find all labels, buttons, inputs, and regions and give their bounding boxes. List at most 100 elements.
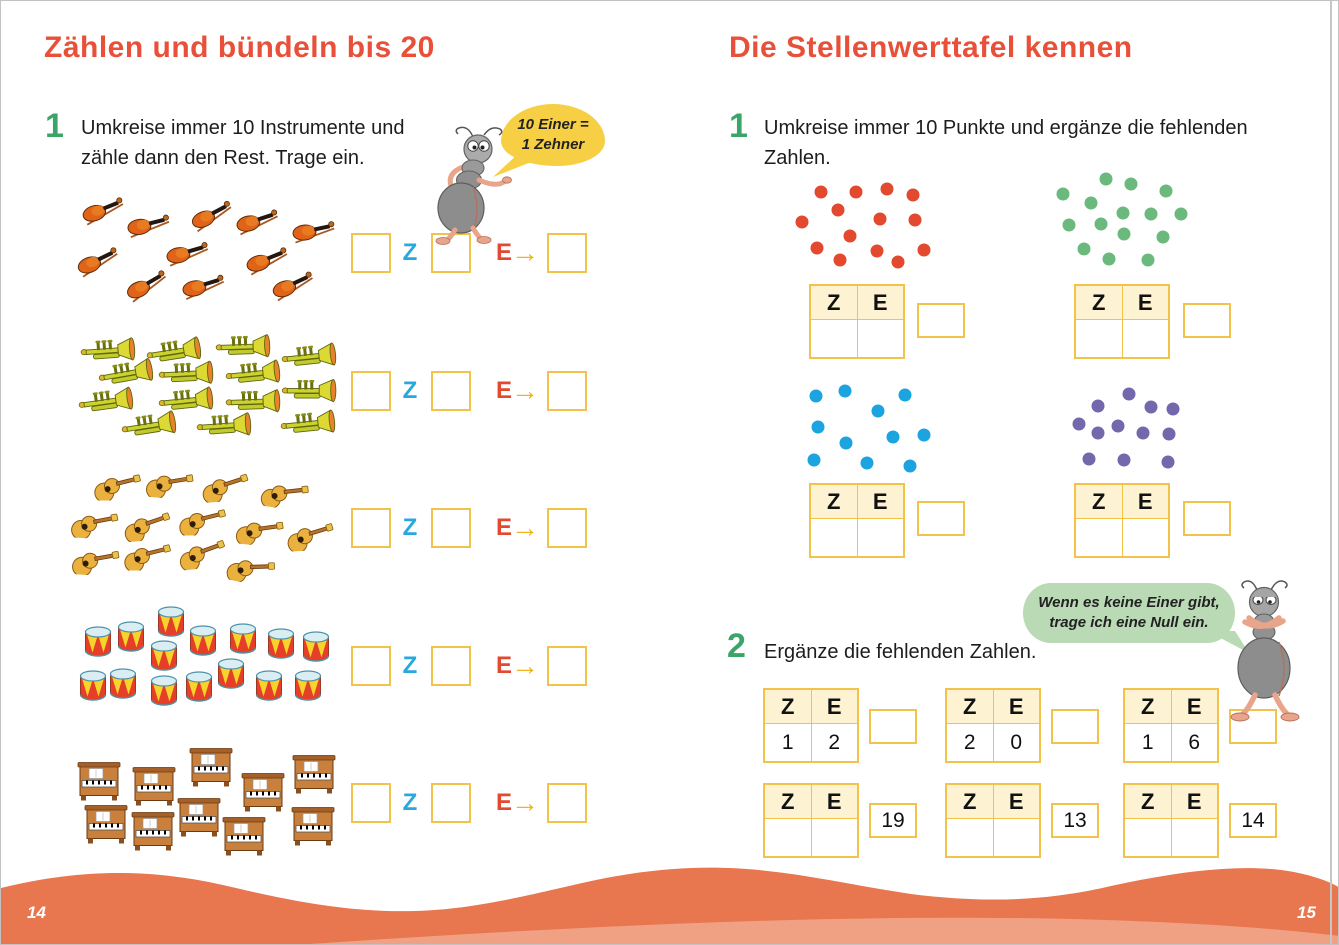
guitar-icon [67, 544, 121, 583]
trumpet-icon [79, 336, 136, 371]
guitar-icon [120, 541, 172, 576]
ones-answer-box[interactable] [431, 371, 471, 411]
red-dot [873, 212, 887, 226]
tens-cell[interactable] [1125, 819, 1171, 856]
ones-label: E [1170, 690, 1218, 723]
tens-cell[interactable]: 2 [963, 730, 976, 754]
drum-icon [149, 673, 179, 714]
total-answer-box[interactable] [917, 303, 965, 338]
red-dot [814, 185, 828, 199]
green-dot [1124, 177, 1138, 191]
green-dot [1116, 206, 1130, 220]
ones-cell[interactable]: 6 [1170, 724, 1218, 761]
guitar-icon [90, 471, 142, 506]
task1-number-left: 1 [45, 107, 64, 145]
tens-cell[interactable] [811, 519, 857, 556]
blue-dot [871, 404, 885, 418]
green-dot [1084, 196, 1098, 210]
violin-icon [269, 269, 319, 306]
total-answer-box[interactable] [917, 501, 965, 536]
piano-icon [83, 803, 129, 850]
ones-cell[interactable] [856, 320, 904, 357]
ones-cell[interactable]: 0 [992, 724, 1040, 761]
total-answer-box[interactable] [547, 233, 587, 273]
blue-dot [838, 384, 852, 398]
guitar-icon [255, 475, 311, 517]
ones-cell[interactable]: 2 [810, 724, 858, 761]
page-edge-line [1330, 1, 1332, 944]
arrow-icon: → [511, 650, 539, 681]
ones-answer-box[interactable] [431, 508, 471, 548]
tens-cell[interactable] [1076, 320, 1122, 357]
violin-icon [74, 245, 124, 283]
ones-cell[interactable] [1121, 320, 1169, 357]
red-dot [810, 241, 824, 255]
tens-cell[interactable] [1076, 519, 1122, 556]
tens-cell[interactable] [811, 320, 857, 357]
purple-dot [1117, 453, 1131, 467]
violin-cluster [76, 196, 346, 311]
trumpet-icon [214, 331, 272, 368]
total-answer-box[interactable] [547, 646, 587, 686]
purple-dot [1091, 426, 1105, 440]
total-answer-box[interactable] [869, 709, 917, 744]
tens-cell[interactable]: 1 [781, 730, 794, 754]
red-dot [870, 244, 884, 258]
piano-icon [290, 805, 336, 852]
tens-answer-box[interactable] [351, 371, 391, 411]
tens-label: Z [1092, 488, 1106, 514]
drum-icon [108, 666, 138, 707]
total-answer-box[interactable] [547, 783, 587, 823]
tens-answer-box[interactable] [351, 783, 391, 823]
green-dot [1141, 253, 1155, 267]
red-dot [849, 185, 863, 199]
dot-cluster-green [1056, 172, 1191, 268]
green-dot [1062, 218, 1076, 232]
ones-answer-box[interactable] [431, 783, 471, 823]
ones-cell[interactable] [856, 519, 904, 556]
tens-label: Z [402, 652, 418, 679]
purple-dot [1122, 387, 1136, 401]
tens-cell[interactable]: 1 [1141, 730, 1154, 754]
tens-answer-box[interactable] [351, 508, 391, 548]
total-answer-box[interactable] [1183, 303, 1231, 338]
drum-icon [228, 621, 258, 662]
trumpet-icon [97, 357, 155, 395]
red-dot [917, 243, 931, 257]
tens-label: Z [402, 377, 418, 404]
guitar-icon [119, 508, 174, 547]
trumpet-icon [280, 409, 336, 443]
page-title-right: Die Stellenwerttafel kennen [729, 31, 1133, 64]
ones-cell[interactable] [1170, 819, 1218, 856]
purple-dot [1091, 399, 1105, 413]
tens-cell[interactable] [765, 819, 811, 856]
red-dot [880, 182, 894, 196]
total-answer-box[interactable] [547, 371, 587, 411]
total-answer-box[interactable] [547, 508, 587, 548]
violin-icon [187, 198, 238, 238]
ones-label: E [1121, 485, 1169, 518]
ones-cell[interactable] [992, 819, 1040, 856]
task1-number-right: 1 [729, 107, 748, 145]
total-answer-box[interactable] [1051, 709, 1099, 744]
trumpet-cluster [76, 333, 346, 443]
ones-label: E [992, 785, 1040, 818]
green-dot [1099, 172, 1113, 186]
tens-cell[interactable] [947, 819, 993, 856]
ones-cell[interactable] [1121, 519, 1169, 556]
trumpet-icon [145, 336, 203, 372]
ones-cell[interactable] [810, 819, 858, 856]
ones-answer-box[interactable] [431, 646, 471, 686]
tens-answer-box[interactable] [351, 646, 391, 686]
tens-answer-box[interactable] [351, 233, 391, 273]
total-answer-box[interactable] [1183, 501, 1231, 536]
green-dot [1144, 207, 1158, 221]
piano-icon [291, 753, 337, 800]
task1-text-right: Umkreise immer 10 Punkte und ergänze die… [764, 117, 1248, 169]
